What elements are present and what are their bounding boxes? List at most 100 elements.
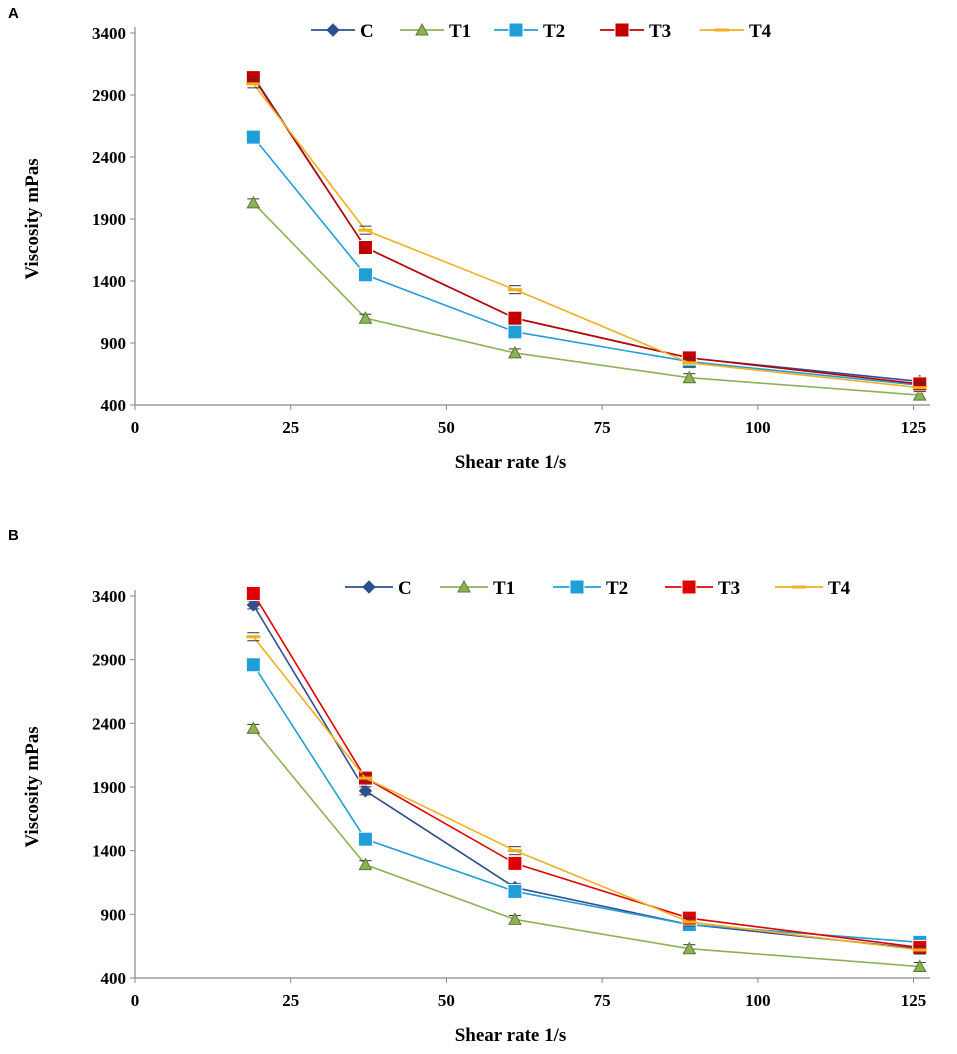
series-line <box>252 83 920 389</box>
x-axis-title: Shear rate 1/s <box>455 1025 567 1046</box>
series-t3 <box>245 585 928 955</box>
legend-label: C <box>398 578 412 599</box>
x-tick-label: 0 <box>131 991 140 1010</box>
data-point <box>245 129 261 145</box>
data-point <box>507 883 523 899</box>
y-tick-label: 900 <box>101 905 127 924</box>
legend-item-t4: T4 <box>700 21 772 42</box>
panel-label: A <box>8 5 19 22</box>
data-point <box>245 657 261 673</box>
y-tick-label: 1900 <box>92 778 126 797</box>
series-t4 <box>246 632 927 955</box>
x-tick-label: 25 <box>282 991 299 1010</box>
data-point <box>245 585 261 601</box>
series-t4 <box>246 79 927 393</box>
chart-panel-b: B 400 900 1400 1900 2400 2900 3400 0 25 50 75 100 125… <box>8 527 930 1046</box>
series-t1 <box>246 721 927 973</box>
legend-item-t1: T1 <box>440 578 515 599</box>
data-point <box>246 598 261 612</box>
x-tick-label: 100 <box>745 418 771 437</box>
series-line <box>252 202 920 396</box>
legend-marker <box>508 22 524 38</box>
legend-item-t4: T4 <box>775 578 851 599</box>
y-tick-label: 1400 <box>92 842 126 861</box>
legend-label: T3 <box>718 578 740 599</box>
legend-item-t3: T3 <box>665 578 740 599</box>
y-axis-title: Viscosity mPas <box>22 158 43 279</box>
chart-panel-a: A 400 900 1400 1900 2400 2900 3400 0 25 50 75 100 125… <box>8 5 930 473</box>
x-tick-label: 100 <box>745 991 771 1010</box>
series-line <box>252 604 920 950</box>
legend-label: T4 <box>828 578 851 599</box>
y-tick-label: 3400 <box>92 587 126 606</box>
series-c <box>246 69 927 389</box>
x-tick-label: 75 <box>594 418 611 437</box>
data-point <box>912 939 928 955</box>
series-t2 <box>245 129 928 393</box>
legend-label: C <box>360 21 374 42</box>
legend-item-t2: T2 <box>553 578 628 599</box>
x-tick-label: 75 <box>594 991 611 1010</box>
legend-marker <box>415 22 429 36</box>
series-line <box>252 664 920 944</box>
data-point <box>507 855 523 871</box>
legend-item-t2: T2 <box>494 21 565 42</box>
data-point <box>507 324 523 340</box>
data-point <box>358 311 373 324</box>
y-tick-label: 2400 <box>92 148 126 167</box>
data-point <box>507 310 523 326</box>
y-tick-label: 2400 <box>92 714 126 733</box>
x-tick-label: 25 <box>282 418 299 437</box>
legend-marker <box>681 579 697 595</box>
data-point <box>912 388 927 401</box>
data-point <box>357 831 373 847</box>
y-axis-title: Viscosity mPas <box>22 726 43 847</box>
legend-marker <box>326 23 340 37</box>
y-tick-label: 2900 <box>92 86 126 105</box>
legend-marker <box>614 22 630 38</box>
data-point <box>682 370 697 384</box>
data-point <box>357 240 373 256</box>
y-tick-label: 900 <box>101 334 127 353</box>
data-point <box>912 959 927 973</box>
data-point <box>246 721 261 734</box>
legend-label: T1 <box>493 578 515 599</box>
series-t2 <box>245 657 928 950</box>
legend-item-t1: T1 <box>400 21 471 42</box>
legend-label: T2 <box>543 21 565 42</box>
legend-item-c: C <box>311 21 374 42</box>
data-point <box>246 195 261 209</box>
data-point <box>357 267 373 283</box>
data-point <box>508 912 522 925</box>
y-tick-label: 1900 <box>92 210 126 229</box>
y-tick-label: 3400 <box>92 24 126 43</box>
series-t3 <box>245 70 928 392</box>
data-point <box>682 941 697 955</box>
legend-marker <box>457 579 471 593</box>
data-point <box>358 857 373 871</box>
legend-label: T3 <box>649 21 671 42</box>
legend-label: T2 <box>606 578 628 599</box>
series-t1 <box>246 195 927 401</box>
x-tick-label: 0 <box>131 418 140 437</box>
x-tick-label: 125 <box>901 418 927 437</box>
y-tick-label: 2900 <box>92 651 126 670</box>
x-axis-title: Shear rate 1/s <box>455 452 567 473</box>
legend-label: T4 <box>749 21 772 42</box>
data-point <box>508 345 522 359</box>
legend-item-c: C <box>345 578 412 599</box>
y-tick-label: 400 <box>101 969 127 988</box>
series-line <box>252 727 920 968</box>
x-tick-label: 50 <box>438 991 455 1010</box>
y-tick-label: 400 <box>101 396 127 415</box>
y-tick-label: 1400 <box>92 272 126 291</box>
legend-marker <box>569 579 585 595</box>
series-c <box>246 598 927 956</box>
panel-label: B <box>8 527 19 544</box>
legend-marker <box>362 580 376 594</box>
series-line <box>252 77 920 385</box>
legend-item-t3: T3 <box>600 21 671 42</box>
legend-label: T1 <box>449 21 471 42</box>
series-line <box>252 136 920 386</box>
